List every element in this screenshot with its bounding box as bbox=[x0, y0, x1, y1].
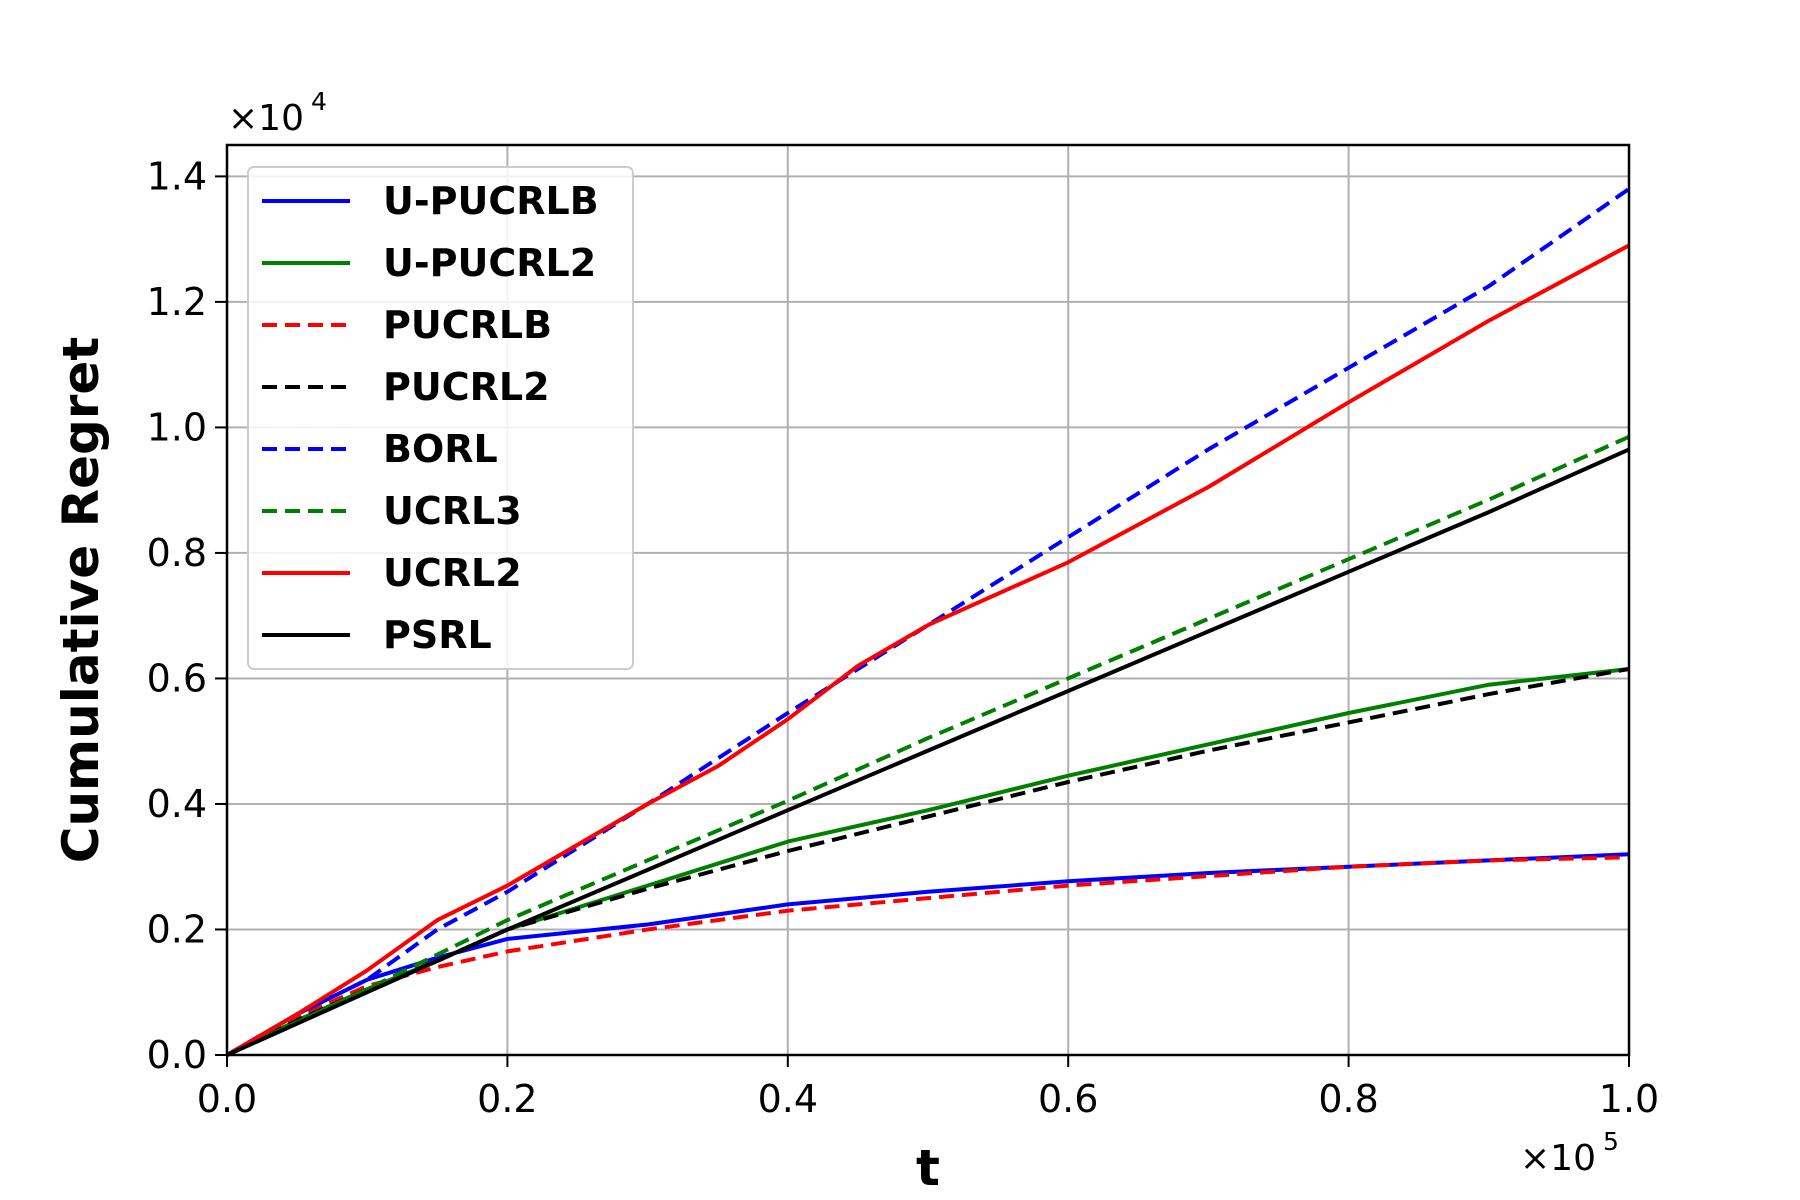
x-tick-label: 0.6 bbox=[1038, 1077, 1098, 1121]
x-axis-label: t bbox=[916, 1139, 940, 1197]
legend-label: PSRL bbox=[383, 613, 492, 657]
y-tick-label: 1.2 bbox=[147, 280, 207, 324]
y-tick-label: 0.4 bbox=[147, 782, 207, 826]
series-line-borl bbox=[225, 187, 1631, 1057]
x-tick-label: 1.0 bbox=[1599, 1077, 1659, 1121]
series-line-u-pucrlb bbox=[225, 852, 1630, 1057]
x-axis-multiplier: ×10 5 bbox=[1520, 1127, 1619, 1179]
legend-label: UCRL2 bbox=[383, 551, 522, 595]
legend-label: BORL bbox=[383, 427, 498, 471]
x-tick-label: 0.8 bbox=[1318, 1077, 1378, 1121]
x-tick-label: 0.2 bbox=[477, 1077, 537, 1121]
x-tick-label: 0.0 bbox=[197, 1077, 257, 1121]
series-line-u-pucrl2 bbox=[226, 667, 1630, 1057]
legend-label: PUCRL2 bbox=[383, 365, 550, 409]
series-line-ucrl2 bbox=[225, 243, 1630, 1057]
legend-label: UCRL3 bbox=[383, 489, 522, 533]
y-tick-label: 0.8 bbox=[147, 531, 207, 575]
legend-box bbox=[247, 166, 634, 670]
y-axis-multiplier: ×10 4 bbox=[228, 87, 327, 139]
y-multiplier-base: ×10 bbox=[228, 98, 304, 139]
legend-label: U-PUCRL2 bbox=[383, 241, 596, 285]
x-tick-label: 0.4 bbox=[758, 1077, 818, 1121]
series-line-pucrlb bbox=[226, 855, 1630, 1057]
x-multiplier-base: ×10 bbox=[1520, 1138, 1596, 1179]
series-line-pucrl2 bbox=[226, 667, 1630, 1057]
plot-frame bbox=[225, 143, 1631, 1057]
y-multiplier-exponent: 4 bbox=[311, 87, 327, 116]
y-tick-label: 1.0 bbox=[147, 405, 207, 449]
series-line-ucrl3 bbox=[226, 434, 1630, 1057]
y-tick-label: 0.6 bbox=[147, 656, 207, 700]
y-tick-label: 0.0 bbox=[147, 1033, 207, 1077]
series-lines bbox=[225, 187, 1631, 1057]
y-axis-label: Cumulative Regret bbox=[52, 337, 110, 864]
series-line-psrl bbox=[226, 447, 1630, 1057]
axis-ticks: 0.0 0.2 0.4 0.6 0.8 1.0 0.0 0.2 0.4 0.6 0.8 1.0 1.2 1… bbox=[147, 154, 1660, 1121]
legend-label: U-PUCRLB bbox=[383, 179, 599, 223]
legend: U-PUCRLB U-PUCRL2 PUCRLB PUCRL2 BORL UCRL3 UCR… bbox=[247, 166, 634, 670]
legend-label: PUCRLB bbox=[383, 303, 552, 347]
x-multiplier-exponent: 5 bbox=[1603, 1127, 1619, 1156]
y-tick-label: 1.4 bbox=[147, 154, 207, 198]
y-tick-label: 0.2 bbox=[147, 907, 207, 951]
